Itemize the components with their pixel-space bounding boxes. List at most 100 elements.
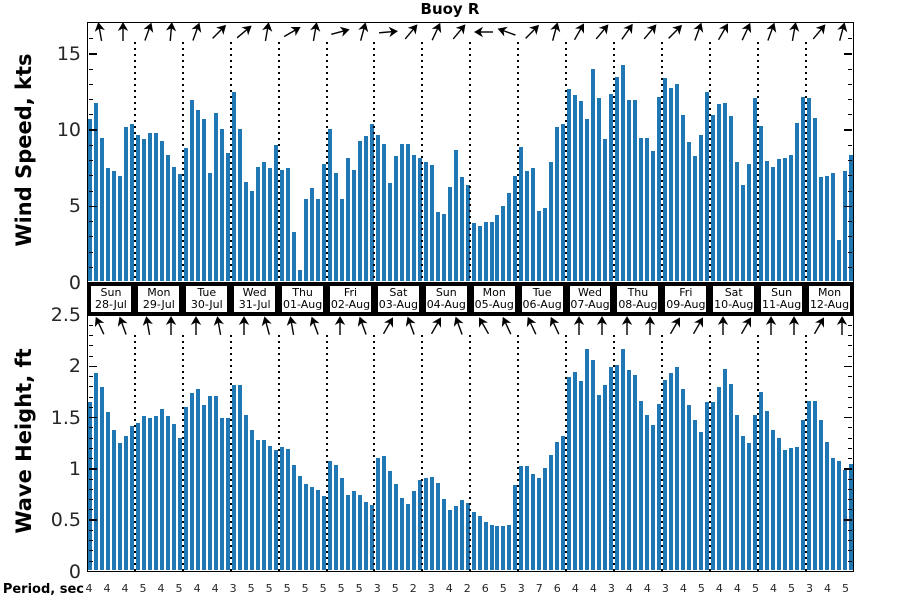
wave-height-bar — [782, 450, 787, 570]
wind-speed-bar — [118, 175, 123, 281]
wind-speed-bar — [483, 221, 488, 281]
wave-height-bar — [435, 483, 440, 570]
day-date: 28-Jul — [95, 298, 127, 311]
y-minor-tick — [847, 365, 852, 367]
y-minor-tick — [88, 221, 93, 223]
day-separator-dotted-line — [565, 335, 568, 571]
period-value: 5 — [139, 582, 147, 595]
wind-speed-bar — [411, 154, 416, 281]
wind-speed-bar — [351, 169, 356, 281]
wind-speed-bar — [681, 114, 686, 281]
wind-speed-bar — [824, 175, 829, 281]
y-minor-tick — [847, 519, 852, 521]
wind-direction-arrow-icon — [448, 21, 470, 43]
y-minor-tick — [847, 221, 852, 223]
wave-height-bar — [130, 425, 135, 570]
y-minor-tick — [88, 324, 93, 326]
wind-speed-bar — [657, 96, 662, 281]
wind-speed-bar — [327, 128, 332, 281]
y-major-tick — [88, 468, 97, 470]
day-date: 11-Aug — [762, 298, 802, 311]
day-label-box: Mon 29-Jul — [137, 284, 181, 313]
day-separator-dotted-line — [133, 42, 136, 282]
wind-speed-bar — [693, 156, 698, 281]
day-separator-dotted-line — [133, 335, 136, 571]
wind-speed-bar — [297, 270, 302, 281]
wave-height-bar — [770, 429, 775, 570]
period-value: 4 — [769, 582, 777, 595]
wave-height-bar — [519, 465, 524, 570]
wind-speed-bar — [172, 166, 177, 281]
wave-height-bar — [699, 431, 704, 570]
wind-speed-bar — [112, 171, 117, 281]
day-name: Wed — [578, 285, 602, 299]
period-value: 4 — [679, 582, 687, 595]
day-separator-dotted-line — [804, 335, 807, 571]
wave-height-bar — [417, 480, 422, 570]
period-value: 5 — [697, 582, 705, 595]
wind-speed-bar — [741, 185, 746, 281]
day-label-box: Tue 30-Jul — [185, 284, 229, 313]
wave-height-bar — [339, 478, 344, 570]
y-minor-tick — [88, 550, 93, 552]
period-value: 3 — [517, 582, 525, 595]
wave-height-bar — [836, 460, 841, 570]
wind-speed-bar — [399, 143, 404, 281]
wave-height-bar — [160, 409, 165, 570]
wave-height-bar — [184, 407, 189, 570]
wind-speed-bar — [639, 137, 644, 281]
wind-speed-bar — [848, 154, 853, 281]
period-value: 3 — [373, 582, 381, 595]
wind-speed-bar — [190, 99, 195, 281]
y-minor-tick — [847, 509, 852, 511]
wave-height-bar — [615, 365, 620, 570]
wave-height-bar — [477, 516, 482, 570]
y-minor-tick — [847, 83, 852, 85]
wind-speed-bar — [130, 124, 135, 281]
y-minor-tick — [88, 83, 93, 85]
wind-speed-bar — [465, 185, 470, 281]
wind-speed-bar — [291, 232, 296, 281]
wave-height-bar — [154, 415, 159, 570]
wind-direction-arrow-icon — [521, 21, 543, 43]
day-date: 12-Aug — [809, 298, 850, 311]
wave-direction-arrow-icon — [735, 315, 757, 337]
y-tick-label: 2 — [68, 355, 81, 378]
wave-direction-arrow-icon — [808, 315, 830, 337]
wind-direction-arrow-icon — [760, 21, 782, 43]
period-value: 5 — [265, 582, 273, 595]
wave-height-bar — [261, 440, 266, 570]
wind-speed-bar — [88, 119, 93, 281]
y-major-tick — [88, 129, 97, 131]
y-minor-tick — [847, 458, 852, 460]
wave-height-bar — [333, 464, 338, 570]
wave-height-bar — [471, 511, 476, 570]
y-minor-tick — [847, 129, 852, 131]
period-value: 5 — [175, 582, 183, 595]
y-minor-tick — [847, 376, 852, 378]
wave-direction-arrow-icon — [256, 315, 278, 337]
wind-direction-arrow-icon — [137, 21, 159, 43]
wave-height-bar — [226, 417, 231, 570]
y-minor-tick — [847, 266, 852, 268]
wave-height-bar — [693, 419, 698, 570]
wind-speed-bar — [519, 146, 524, 281]
y-tick-label: 5 — [68, 195, 81, 218]
wind-speed-bar — [752, 98, 757, 281]
wave-height-bar — [172, 423, 177, 570]
day-name: Tue — [532, 285, 552, 299]
wind-speed-bar — [513, 175, 518, 281]
y-minor-tick — [88, 560, 93, 562]
wind-speed-bar — [758, 125, 763, 281]
wave-height-bar — [214, 396, 219, 570]
wind-speed-bar — [148, 133, 153, 281]
wave-height-bar — [291, 464, 296, 570]
y-minor-tick — [847, 53, 852, 55]
wave-height-bar — [393, 484, 398, 570]
wave-direction-arrow-icon — [281, 315, 303, 337]
day-name: Sat — [724, 285, 743, 299]
wind-speed-bar — [441, 213, 446, 281]
day-separator-dotted-line — [277, 335, 280, 571]
wave-height-bar — [752, 414, 757, 570]
wind-speed-bar — [232, 92, 236, 281]
